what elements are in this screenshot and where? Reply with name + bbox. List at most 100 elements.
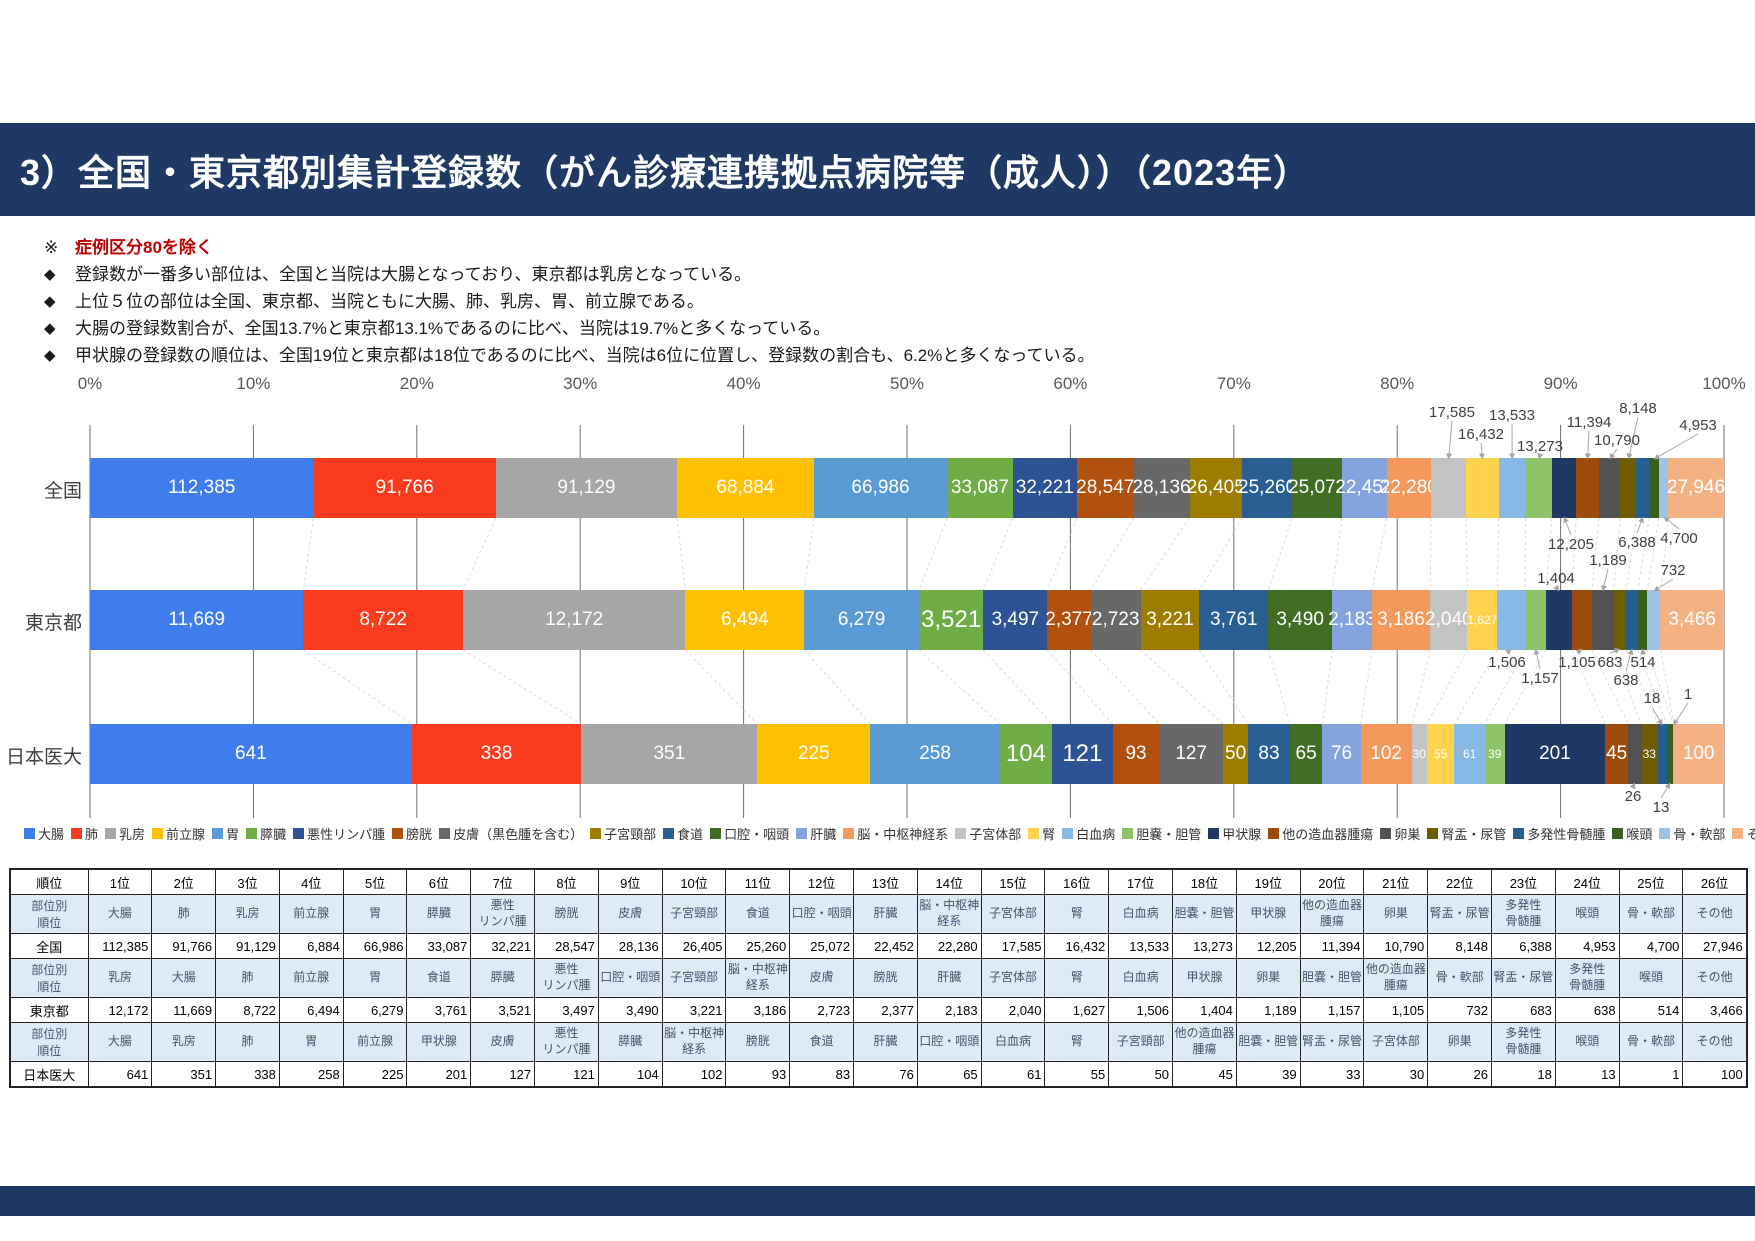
x-axis-tick-label: 30% bbox=[563, 374, 598, 393]
legend-label: 食道 bbox=[677, 827, 704, 842]
bar-segment-value: 33 bbox=[1642, 747, 1656, 761]
table-cell: 83 bbox=[789, 1061, 855, 1088]
note-bullet: ◆ 登録数が一番多い部位は、全国と当院は大腸となっており、東京都は乳房となっている… bbox=[44, 261, 1444, 288]
table-cell: 45 bbox=[1172, 1061, 1237, 1088]
table-cell: 6,494 bbox=[278, 997, 344, 1023]
table-cell: 多発性 骨髄腫 bbox=[1491, 1022, 1556, 1062]
bar-segment: 351 bbox=[581, 724, 758, 784]
bar-segment: 50 bbox=[1223, 724, 1249, 784]
legend-swatch bbox=[392, 828, 404, 839]
bar-segment-value: 641 bbox=[234, 743, 267, 764]
table-cell: 1,105 bbox=[1363, 997, 1429, 1023]
bar-segment-value: 27,946 bbox=[1666, 477, 1726, 498]
table-cell: 卵巣 bbox=[1235, 958, 1301, 998]
table-row: 東京都 12,172 11,669 8,722 6,494 6,279 3,761 3,521… bbox=[9, 997, 1748, 1023]
bar-row-label-hospital: 日本医大 bbox=[5, 747, 82, 768]
table-cell: 白血病 bbox=[1108, 894, 1174, 934]
ranking-table: 順位 1位 2位 3位 4位 5位 6位 7位 8位 9位 10位 11位 12位 13位 14位 15位 16… bbox=[9, 868, 1748, 1088]
series-connector-line bbox=[803, 517, 815, 591]
table-cell: 子宮頸部 bbox=[1108, 1022, 1174, 1062]
bar-segment: 12,172 bbox=[462, 590, 686, 650]
table-header-cell: 21位 bbox=[1363, 868, 1429, 895]
x-axis-tick-label: 10% bbox=[236, 374, 271, 393]
table-cell: 肺 bbox=[215, 958, 280, 998]
bar-segment: 65 bbox=[1289, 724, 1323, 784]
table-cell: 66,986 bbox=[342, 933, 408, 959]
table-cell: その他 bbox=[1682, 958, 1748, 998]
bar-segment: 33 bbox=[1641, 724, 1658, 784]
table-header-cell: 6位 bbox=[406, 868, 472, 895]
x-axis-tick-label: 70% bbox=[1216, 374, 1251, 393]
bar-segment: 3,761 bbox=[1199, 590, 1269, 650]
bar-segment: 22,280 bbox=[1380, 458, 1438, 518]
legend-swatch bbox=[1028, 828, 1040, 839]
bar-segment: 2,377 bbox=[1045, 590, 1093, 650]
legend-label: 卵巣 bbox=[1394, 827, 1421, 842]
legend-item: 大腸 bbox=[24, 824, 64, 843]
table-cell: 肺 bbox=[151, 894, 217, 934]
table-cell: 喉頭 bbox=[1554, 894, 1620, 934]
legend-label: 他の造血器腫瘍 bbox=[1282, 827, 1374, 842]
note-line: ※ 症例区分80を除く bbox=[44, 234, 1444, 261]
title-bar: 3）全国・東京都別集計登録数（がん診療連携拠点病院等（成人））（2023年） bbox=[0, 123, 1755, 216]
table-cell: 白血病 bbox=[1108, 958, 1174, 998]
table-cell: 胃 bbox=[342, 894, 408, 934]
bar-segment: 2,723 bbox=[1090, 590, 1141, 650]
table-cell: 乳房 bbox=[87, 958, 153, 998]
callout-value-label: 13 bbox=[1652, 799, 1670, 816]
bar-segment-value: 3,186 bbox=[1377, 609, 1425, 630]
legend-swatch bbox=[439, 828, 451, 839]
legend-swatch bbox=[1268, 828, 1280, 839]
table-cell: 脳・中枢神 経系 bbox=[916, 894, 982, 934]
callout-leader-line bbox=[1478, 442, 1485, 460]
bar-row-label-tokyo: 東京都 bbox=[24, 613, 82, 634]
callout-value-label: 1 bbox=[1683, 686, 1693, 703]
bar-segment: 45 bbox=[1605, 724, 1628, 784]
table-cell: 胆嚢・胆管 bbox=[1172, 894, 1237, 934]
table-cell: 多発性 骨髄腫 bbox=[1491, 894, 1556, 934]
legend-item: 膀胱 bbox=[392, 824, 432, 843]
table-cell: 12,172 bbox=[87, 997, 153, 1023]
callout-leader-line bbox=[1651, 706, 1663, 726]
note-bullet: ◆ 上位５位の部位は全国、東京都、当院ともに大腸、肺、乳房、胃、前立腺である。 bbox=[44, 288, 1444, 315]
bar-segment-value: 3,466 bbox=[1668, 609, 1716, 630]
callout-leader-line bbox=[1653, 433, 1699, 460]
legend-swatch bbox=[796, 828, 808, 839]
table-row: 部位別 順位 大腸 乳房肺胃前立腺 甲状腺 皮膚 悪性 リンパ腫 膵臓 脳・中枢神 経系 膀胱食… bbox=[9, 1022, 1748, 1062]
table-header-row: 順位 1位 2位 3位 4位 5位 6位 7位 8位 9位 10位 11位 12位 13位 14位 15位 16… bbox=[9, 868, 1748, 895]
table-cell: 28,136 bbox=[597, 933, 663, 959]
callout-value-label: 4,953 bbox=[1679, 417, 1717, 434]
bar-segment bbox=[1673, 724, 1674, 784]
table-cell: 28,547 bbox=[534, 933, 599, 959]
bar-segment bbox=[1465, 458, 1499, 518]
callout-leader-line bbox=[1563, 516, 1572, 536]
table-cell: 皮膚 bbox=[789, 958, 855, 998]
table-cell: 大腸 bbox=[151, 958, 217, 998]
bar-segment-value: 121 bbox=[1062, 740, 1103, 767]
callout-value-label: 17,585 bbox=[1429, 404, 1475, 421]
table-cell: 子宮体部 bbox=[1363, 1022, 1429, 1062]
table-cell: 13 bbox=[1554, 1061, 1620, 1088]
table-cell: 11,669 bbox=[151, 997, 217, 1023]
legend-item: 膵臓 bbox=[246, 824, 286, 843]
table-cell: 3,761 bbox=[406, 997, 472, 1023]
legend-item: 悪性リンパ腫 bbox=[293, 824, 385, 843]
series-connector-line bbox=[918, 649, 1001, 725]
table-row-label: 東京都 bbox=[9, 997, 89, 1023]
legend-item: 子宮体部 bbox=[955, 824, 1021, 843]
legend-swatch bbox=[105, 828, 117, 839]
bar-segment bbox=[1627, 724, 1642, 784]
series-connector-line bbox=[1637, 517, 1650, 591]
bar-segment bbox=[1576, 458, 1599, 518]
table-cell: 514 bbox=[1618, 997, 1684, 1023]
x-axis-tick-label: 60% bbox=[1053, 374, 1088, 393]
callout-value-label: 8,148 bbox=[1619, 400, 1657, 417]
series-connector-line bbox=[982, 517, 1014, 591]
bar-segment-value: 225 bbox=[798, 743, 830, 764]
bar-segment: 3,466 bbox=[1660, 590, 1724, 650]
table-cell: 悪性 リンパ腫 bbox=[534, 958, 599, 998]
table-cell: 2,377 bbox=[853, 997, 918, 1023]
table-cell: 甲状腺 bbox=[1172, 958, 1237, 998]
table-cell: その他 bbox=[1682, 894, 1748, 934]
bar-segment: 33,087 bbox=[947, 458, 1013, 518]
